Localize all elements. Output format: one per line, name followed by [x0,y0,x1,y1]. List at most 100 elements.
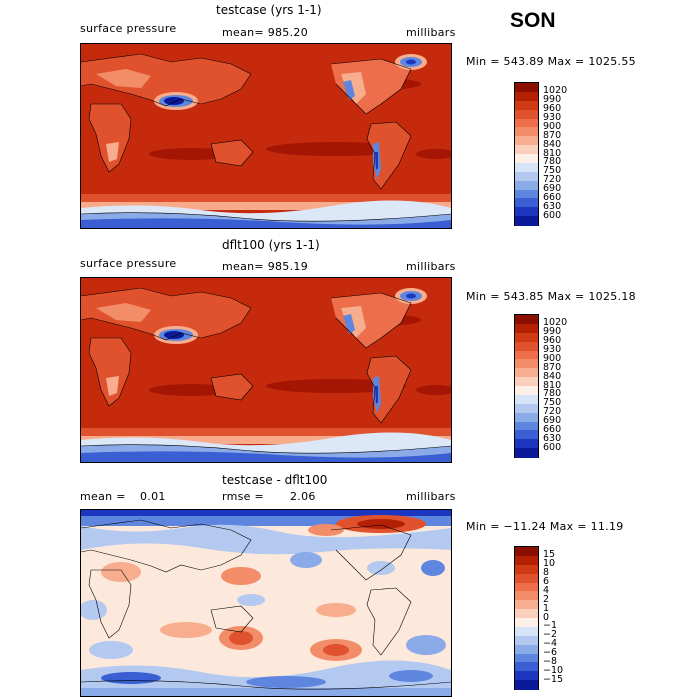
colorbar-swatch [515,145,538,155]
colorbar-swatch [515,600,538,610]
colorbar-tick-label: 750 [543,397,562,409]
colorbar-tick-label: 600 [543,209,562,221]
panel1-mean-label: mean= 985.20 [222,26,308,39]
colorbar-swatch [515,671,538,681]
colorbar-tick-label: 0 [543,611,550,623]
colorbar-swatch [515,582,538,592]
colorbar-tick-label: 870 [543,129,562,141]
colorbar-tick-label: 720 [543,406,562,418]
colorbar-swatch [515,359,538,369]
colorbar-tick-label: 990 [543,326,562,338]
panel3-units-label: millibars [406,490,456,503]
colorbar-swatch [515,216,538,226]
colorbar-tick-label: 930 [543,112,562,124]
colorbar-swatch [515,386,538,396]
colorbar-swatch [515,394,538,405]
colorbar-tick-label: 15 [543,549,556,561]
colorbar-swatch [515,109,538,119]
colorbar-tick-label: −2 [543,629,558,641]
colorbar-swatch [515,127,538,137]
colorbar-swatch [515,136,538,146]
colorbar-tick-label: −8 [543,655,558,667]
colorbar-tick-label: 690 [543,415,562,427]
colorbar-tick-label: 1020 [543,317,568,329]
colorbar-swatch [515,198,538,208]
panel3-colorbar [514,546,539,690]
panel2-map [80,277,452,463]
colorbar-swatch [515,662,538,672]
panel3-minmax: Min = −11.24 Max = 11.19 [466,520,624,533]
panel2-title: dflt100 (yrs 1-1) [222,238,320,252]
panel3-rmse-value: 2.06 [290,490,316,503]
colorbar-swatch [515,91,538,102]
colorbar-swatch [515,573,538,583]
colorbar-swatch [515,653,538,663]
colorbar-tick-label: 840 [543,138,562,150]
panel3-map [80,509,452,697]
colorbar-swatch [515,189,538,199]
colorbar-swatch [515,403,538,414]
colorbar-swatch [515,635,538,646]
colorbar-swatch [515,341,538,351]
colorbar-swatch [515,171,538,182]
colorbar-swatch [515,609,538,619]
colorbar-tick-label: 2 [543,593,550,605]
colorbar-swatch [515,180,538,190]
panel3-rmse-label: rmse = [222,490,265,503]
colorbar-tick-label: 990 [543,94,562,106]
colorbar-tick-label: 960 [543,103,562,115]
colorbar-swatch [515,591,538,601]
panel3-title: testcase - dflt100 [222,473,328,487]
panel1-colorbar [514,82,539,226]
colorbar-tick-label: 660 [543,423,562,435]
colorbar-swatch [515,430,538,440]
colorbar-tick-label: 810 [543,379,562,391]
colorbar-tick-label: 960 [543,335,562,347]
colorbar-swatch [515,162,538,173]
colorbar-tick-label: 8 [543,567,550,579]
panel2-minmax: Min = 543.85 Max = 1025.18 [466,290,636,303]
colorbar-tick-label: 600 [543,441,562,453]
colorbar-tick-label: 780 [543,156,562,168]
colorbar-tick-label: 630 [543,200,562,212]
colorbar-tick-label: −1 [543,620,558,632]
colorbar-swatch [515,626,538,637]
colorbar-tick-label: 870 [543,361,562,373]
colorbar-swatch [515,368,538,378]
colorbar-swatch [515,377,538,387]
colorbar-tick-label: 690 [543,183,562,195]
colorbar-swatch [515,618,538,628]
colorbar-tick-label: 900 [543,120,562,132]
colorbar-swatch [515,448,538,458]
colorbar-tick-label: 6 [543,576,550,588]
colorbar-swatch [515,323,538,334]
panel3-mean-label: mean = [80,490,126,503]
colorbar-swatch [515,421,538,431]
colorbar-tick-label: 750 [543,165,562,177]
colorbar-swatch [515,100,538,111]
panel1-minmax: Min = 543.89 Max = 1025.55 [466,55,636,68]
colorbar-swatch [515,118,538,128]
colorbar-swatch [515,564,538,575]
colorbar-tick-label: −4 [543,638,558,650]
colorbar-swatch [515,439,538,449]
panel1-map [80,43,452,229]
panel2-colorbar [514,314,539,458]
panel2-variable-label: surface pressure [80,257,177,270]
colorbar-tick-label: 780 [543,388,562,400]
colorbar-swatch [515,350,538,360]
colorbar-swatch [515,207,538,217]
colorbar-swatch [515,332,538,343]
colorbar-swatch [515,680,538,690]
colorbar-swatch [515,644,538,654]
colorbar-tick-label: 1 [543,602,550,614]
colorbar-tick-label: 840 [543,370,562,382]
colorbar-swatch [515,83,538,93]
colorbar-tick-label: 1020 [543,85,568,97]
colorbar-tick-label: 720 [543,174,562,186]
colorbar-tick-label: 660 [543,191,562,203]
season-title: SON [510,9,556,32]
colorbar-tick-label: −15 [543,673,564,685]
panel2-mean-label: mean= 985.19 [222,260,308,273]
colorbar-swatch [515,315,538,325]
